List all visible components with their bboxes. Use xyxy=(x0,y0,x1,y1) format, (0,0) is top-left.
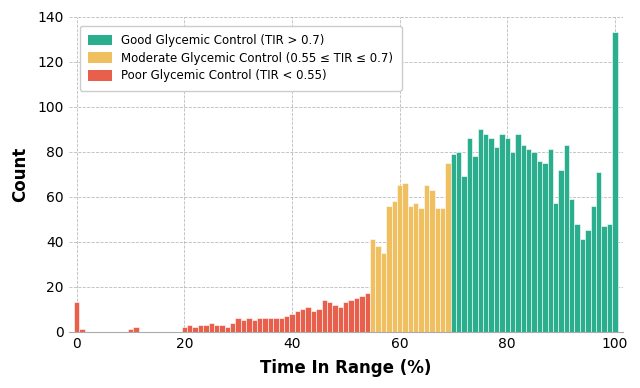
Bar xyxy=(284,316,289,332)
Bar xyxy=(612,32,618,332)
Bar xyxy=(262,318,268,332)
Bar xyxy=(305,307,311,332)
Bar xyxy=(220,325,225,332)
Bar xyxy=(268,318,273,332)
Legend: Good Glycemic Control (TIR > 0.7), Moderate Glycemic Control (0.55 ≤ TIR ≤ 0.7),: Good Glycemic Control (TIR > 0.7), Moder… xyxy=(80,26,402,91)
Y-axis label: Count: Count xyxy=(11,147,29,202)
Bar xyxy=(521,145,526,332)
Bar xyxy=(510,152,515,332)
Bar xyxy=(381,253,386,332)
Bar xyxy=(526,149,531,332)
Bar xyxy=(537,161,542,332)
Bar xyxy=(429,190,435,332)
X-axis label: Time In Range (%): Time In Range (%) xyxy=(260,359,431,377)
Bar xyxy=(273,318,278,332)
Bar xyxy=(354,298,359,332)
Bar xyxy=(316,309,321,332)
Bar xyxy=(504,138,510,332)
Bar xyxy=(477,129,483,332)
Bar xyxy=(278,318,284,332)
Bar xyxy=(451,154,456,332)
Bar xyxy=(467,138,472,332)
Bar xyxy=(488,138,494,332)
Bar xyxy=(214,325,220,332)
Bar xyxy=(483,133,488,332)
Bar xyxy=(553,203,558,332)
Bar xyxy=(386,206,392,332)
Bar xyxy=(542,163,548,332)
Bar xyxy=(392,201,397,332)
Bar xyxy=(327,302,332,332)
Bar xyxy=(424,185,429,332)
Bar xyxy=(499,133,504,332)
Bar xyxy=(182,327,187,332)
Bar xyxy=(79,329,85,332)
Bar xyxy=(494,147,499,332)
Bar xyxy=(294,312,300,332)
Bar xyxy=(133,327,139,332)
Bar xyxy=(225,327,230,332)
Bar xyxy=(338,307,343,332)
Bar xyxy=(564,145,569,332)
Bar xyxy=(241,320,246,332)
Bar xyxy=(515,133,521,332)
Bar xyxy=(349,300,354,332)
Bar xyxy=(370,239,376,332)
Bar xyxy=(204,325,209,332)
Bar xyxy=(252,320,257,332)
Bar xyxy=(128,329,133,332)
Bar xyxy=(230,323,236,332)
Bar xyxy=(472,156,477,332)
Bar xyxy=(558,170,564,332)
Bar xyxy=(419,208,424,332)
Bar xyxy=(376,246,381,332)
Bar xyxy=(300,309,305,332)
Bar xyxy=(74,302,79,332)
Bar xyxy=(343,302,349,332)
Bar xyxy=(413,203,419,332)
Bar xyxy=(198,325,204,332)
Bar xyxy=(257,318,262,332)
Bar xyxy=(445,163,451,332)
Bar xyxy=(531,152,537,332)
Bar xyxy=(456,152,461,332)
Bar xyxy=(580,239,585,332)
Bar xyxy=(408,206,413,332)
Bar xyxy=(236,318,241,332)
Bar xyxy=(585,230,591,332)
Bar xyxy=(321,300,327,332)
Bar xyxy=(209,323,214,332)
Bar xyxy=(607,223,612,332)
Bar xyxy=(575,223,580,332)
Bar xyxy=(246,318,252,332)
Bar xyxy=(461,177,467,332)
Bar xyxy=(187,325,193,332)
Bar xyxy=(289,314,294,332)
Bar xyxy=(591,206,596,332)
Bar xyxy=(397,185,403,332)
Bar xyxy=(440,208,445,332)
Bar xyxy=(602,226,607,332)
Bar xyxy=(365,293,370,332)
Bar xyxy=(569,199,575,332)
Bar xyxy=(435,208,440,332)
Bar xyxy=(359,296,365,332)
Bar xyxy=(311,312,316,332)
Bar xyxy=(596,172,602,332)
Bar xyxy=(332,305,338,332)
Bar xyxy=(548,149,553,332)
Bar xyxy=(403,183,408,332)
Bar xyxy=(193,327,198,332)
